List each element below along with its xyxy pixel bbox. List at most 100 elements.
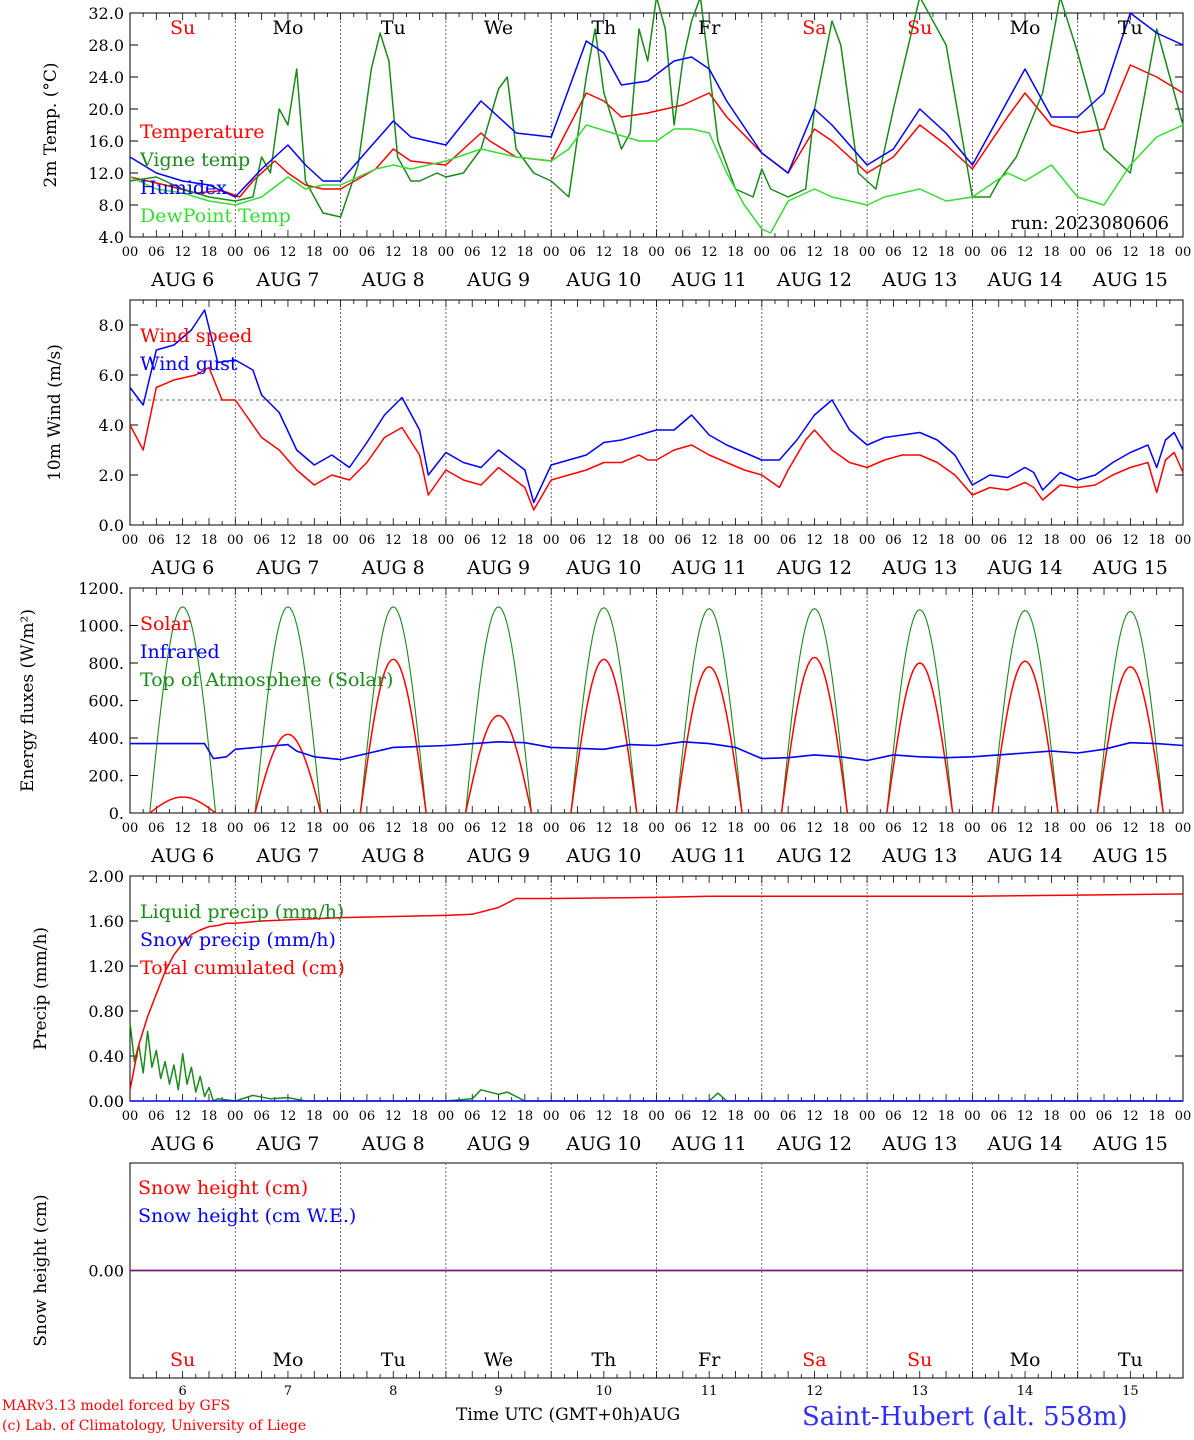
x-hour-label: 12 bbox=[490, 821, 507, 836]
legend-snow-precip-mm-h-: Snow precip (mm/h) bbox=[140, 929, 336, 951]
panel-1-y-tick-label: 4.0 bbox=[99, 416, 124, 435]
x-hour-label: 00 bbox=[754, 245, 771, 260]
weekday-label: Tu bbox=[381, 17, 406, 39]
x-hour-label: 06 bbox=[675, 533, 692, 548]
x-hour-label: 06 bbox=[148, 533, 165, 548]
panel-2-y-tick-label: 600. bbox=[88, 692, 124, 711]
x-hour-label: 18 bbox=[727, 1109, 744, 1124]
x-hour-label: 18 bbox=[1148, 1109, 1165, 1124]
panel-3-y-axis-title: Precip (mm/h) bbox=[31, 927, 51, 1050]
series-dewpoint-temp-line bbox=[129, 124, 1184, 234]
x-date-label: AUG 12 bbox=[776, 269, 852, 291]
x-hour-label: 12 bbox=[280, 1109, 297, 1124]
panel-3-y-tick-label: 1.60 bbox=[88, 912, 124, 931]
x-hour-label: 12 bbox=[806, 533, 823, 548]
x-hour-label: 06 bbox=[675, 821, 692, 836]
x-hour-label: 00 bbox=[859, 1109, 876, 1124]
weekday-label: Su bbox=[907, 17, 932, 39]
x-hour-label: 18 bbox=[727, 821, 744, 836]
x-date-label: AUG 13 bbox=[881, 1133, 957, 1155]
x-hour-label: 12 bbox=[596, 533, 613, 548]
x-hour-label: 00 bbox=[648, 245, 665, 260]
x-hour-label: 18 bbox=[517, 1109, 534, 1124]
x-hour-label: 06 bbox=[359, 821, 376, 836]
x-hour-label: 06 bbox=[569, 821, 586, 836]
x-hour-label: 00 bbox=[648, 533, 665, 548]
x-hour-label: 18 bbox=[411, 245, 428, 260]
legend-temperature: Temperature bbox=[140, 121, 264, 143]
x-hour-label: 18 bbox=[306, 245, 323, 260]
x-hour-label: 06 bbox=[148, 245, 165, 260]
x-hour-label: 00 bbox=[543, 533, 560, 548]
panel-3-y-tick-label: 1.20 bbox=[88, 957, 124, 976]
x-hour-label: 00 bbox=[964, 1109, 981, 1124]
x-hour-label: 00 bbox=[648, 1109, 665, 1124]
x-hour-label: 00 bbox=[648, 821, 665, 836]
x-hour-label: 12 bbox=[385, 533, 402, 548]
x-hour-label: 06 bbox=[675, 245, 692, 260]
x-hour-label: 06 bbox=[990, 1109, 1007, 1124]
panel-2-y-tick-label: 1000. bbox=[78, 617, 124, 636]
x-date-label: AUG 13 bbox=[881, 557, 957, 579]
series-vigne-temp-line bbox=[129, 0, 1184, 218]
x-hour-label: 18 bbox=[201, 533, 218, 548]
x-hour-label: 00 bbox=[332, 821, 349, 836]
panel-1-y-tick-label: 2.0 bbox=[99, 466, 124, 485]
x-hour-label: 18 bbox=[1043, 821, 1060, 836]
x-hour-label: 12 bbox=[701, 821, 718, 836]
x-axis-title: Time UTC (GMT+0h)AUG bbox=[456, 1405, 681, 1425]
legend-solar: Solar bbox=[140, 613, 192, 635]
x-hour-label: 06 bbox=[464, 533, 481, 548]
x-hour-label: 18 bbox=[411, 1109, 428, 1124]
x-hour-label: 12 bbox=[174, 245, 191, 260]
x-hour-label: 18 bbox=[833, 245, 850, 260]
x-hour-label: 12 bbox=[490, 1109, 507, 1124]
x-date-label: AUG 12 bbox=[776, 845, 852, 867]
x-hour-label: 00 bbox=[438, 533, 455, 548]
x-hour-label: 18 bbox=[833, 1109, 850, 1124]
legend-snow-height-cm-w-e-: Snow height (cm W.E.) bbox=[138, 1205, 356, 1227]
x-hour-label: 06 bbox=[780, 1109, 797, 1124]
panel-0-y-tick-label: 28.0 bbox=[88, 36, 124, 55]
x-hour-label: 00 bbox=[332, 1109, 349, 1124]
x-hour-label: 12 bbox=[1017, 533, 1034, 548]
weekday-label: Su bbox=[907, 1349, 932, 1371]
x-hour-label: 00 bbox=[227, 245, 244, 260]
x-hour-label: 06 bbox=[885, 245, 902, 260]
x-date-label: AUG 14 bbox=[986, 557, 1062, 579]
x-hour-label: 00 bbox=[859, 533, 876, 548]
x-hour-label: 12 bbox=[1122, 245, 1139, 260]
x-hour-label: 12 bbox=[490, 245, 507, 260]
x-hour-label: 00 bbox=[964, 533, 981, 548]
x-hour-label: 06 bbox=[253, 821, 270, 836]
solar-line bbox=[675, 666, 743, 814]
solar-line bbox=[149, 796, 217, 814]
toa-solar-line bbox=[991, 609, 1059, 814]
x-day-number: 13 bbox=[911, 1384, 928, 1399]
panel-3-y-tick-label: 0.00 bbox=[88, 1092, 124, 1111]
x-hour-label: 18 bbox=[201, 1109, 218, 1124]
x-hour-label: 00 bbox=[1069, 821, 1086, 836]
legend-dewpoint-temp: DewPoint Temp bbox=[140, 205, 291, 227]
x-hour-label: 06 bbox=[1096, 245, 1113, 260]
x-hour-label: 06 bbox=[885, 533, 902, 548]
x-hour-label: 00 bbox=[754, 533, 771, 548]
x-day-number: 9 bbox=[494, 1384, 502, 1399]
solar-line bbox=[1096, 666, 1165, 814]
x-hour-label: 12 bbox=[490, 533, 507, 548]
x-hour-label: 00 bbox=[964, 245, 981, 260]
x-date-label: AUG 15 bbox=[1092, 557, 1168, 579]
x-hour-label: 06 bbox=[569, 1109, 586, 1124]
x-hour-label: 12 bbox=[911, 533, 928, 548]
x-hour-label: 18 bbox=[622, 1109, 639, 1124]
toa-solar-line bbox=[780, 608, 848, 814]
x-date-label: AUG 8 bbox=[361, 269, 425, 291]
x-hour-label: 18 bbox=[1148, 245, 1165, 260]
x-day-number: 6 bbox=[179, 1384, 187, 1399]
x-date-label: AUG 10 bbox=[565, 269, 641, 291]
credit-line-1: MARv3.13 model forced by GFS bbox=[2, 1398, 231, 1414]
x-hour-label: 18 bbox=[306, 1109, 323, 1124]
x-day-number: 10 bbox=[596, 1384, 613, 1399]
legend-infrared: Infrared bbox=[140, 641, 220, 663]
x-hour-label: 06 bbox=[990, 821, 1007, 836]
